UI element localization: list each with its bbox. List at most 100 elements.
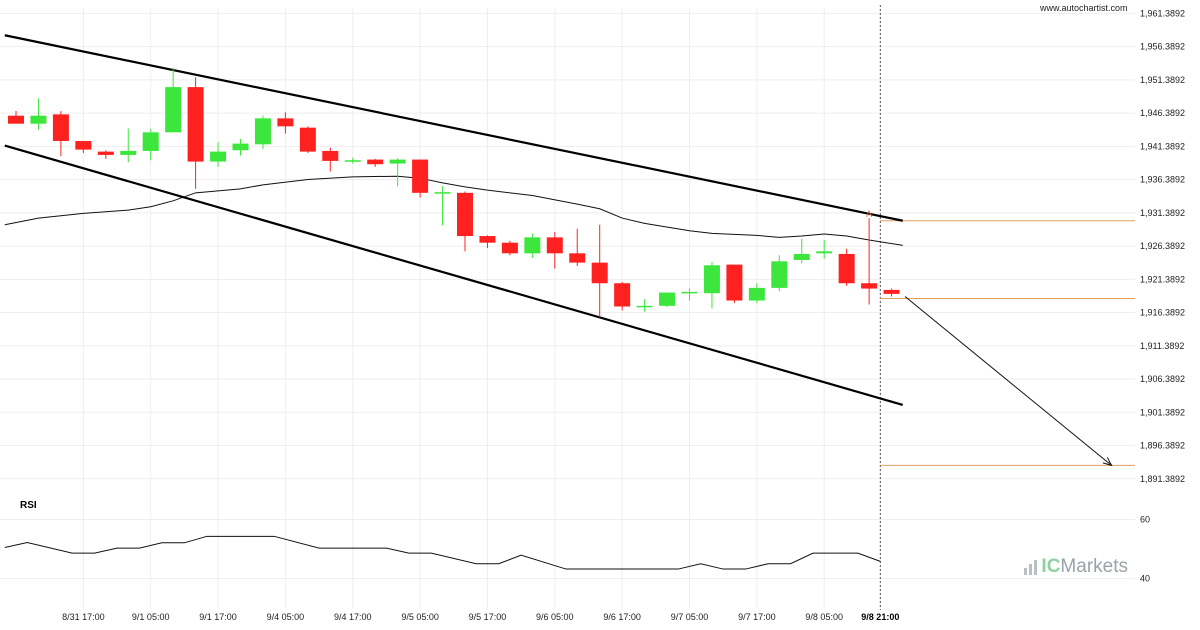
time-tick-label: 9/7 17:00	[738, 612, 776, 622]
price-axis-ticks: 1,961.3892 1,956.3892 1,951.3892 1,946.3892…	[1140, 8, 1185, 483]
candle	[8, 111, 24, 124]
candle-body	[52, 114, 69, 141]
candle	[793, 238, 810, 264]
candle	[883, 288, 900, 297]
candle-body	[322, 150, 339, 161]
candle-body	[97, 151, 114, 155]
rsi-tick-label: 40	[1140, 574, 1150, 584]
candle	[703, 261, 720, 309]
trend-channel	[4, 34, 904, 406]
time-tick-label: 9/5 17:00	[469, 612, 507, 622]
candle	[501, 240, 518, 256]
candle	[299, 126, 316, 153]
price-grid	[0, 8, 1135, 608]
price-tick-label: 1,956.3892	[1140, 42, 1185, 52]
candle-body	[254, 118, 271, 145]
forecast-arrow-shaft	[904, 296, 1112, 466]
pattern-marker-label: A	[866, 209, 872, 219]
candle	[748, 283, 765, 304]
channel-upper-line	[4, 34, 903, 222]
candle	[277, 112, 294, 134]
forecast-arrow	[904, 296, 1113, 467]
price-tick-label: 1,926.3892	[1140, 241, 1185, 251]
candle-body	[883, 289, 900, 294]
price-tick-label: 1,961.3892	[1140, 8, 1185, 18]
price-tick-label: 1,921.3892	[1140, 274, 1185, 284]
candle	[187, 77, 204, 189]
time-tick-label: 9/6 17:00	[603, 612, 641, 622]
time-tick-label: 9/7 05:00	[671, 612, 709, 622]
rsi-path	[4, 535, 881, 570]
candle	[412, 159, 429, 198]
moving-average-path	[4, 175, 903, 246]
time-tick-label: 9/1 17:00	[199, 612, 237, 622]
price-tick-label: 1,946.3892	[1140, 108, 1185, 118]
candle-body	[636, 305, 653, 308]
candle	[726, 264, 743, 304]
candle	[457, 191, 473, 252]
candle	[232, 138, 249, 156]
candle	[165, 67, 182, 133]
candle-body	[389, 159, 406, 164]
candle	[479, 235, 496, 248]
time-tick-label: 9/8 21:00	[861, 612, 899, 622]
time-tick-label: 9/8 05:00	[805, 612, 843, 622]
time-tick-label: 9/4 17:00	[334, 612, 372, 622]
candle-body	[187, 87, 204, 162]
brand-logo: IC Markets	[1024, 556, 1128, 578]
price-tick-label: 1,941.3892	[1140, 141, 1185, 151]
candle-body	[816, 251, 833, 254]
price-tick-label: 1,891.3892	[1140, 474, 1185, 484]
moving-average-line	[4, 175, 903, 246]
candle-body	[142, 132, 159, 151]
candle	[681, 288, 698, 301]
candle-body	[659, 292, 676, 306]
candle	[636, 299, 653, 312]
candle-body	[614, 283, 631, 307]
source-label: www.autochartist.com	[1040, 3, 1128, 13]
candle-body	[479, 236, 496, 243]
rsi-tick-label: 60	[1140, 515, 1150, 525]
candle	[861, 218, 878, 305]
candle	[120, 128, 137, 163]
candle-body	[277, 118, 294, 127]
candle-body	[793, 253, 810, 260]
candle-body	[8, 115, 24, 124]
candle	[838, 248, 855, 286]
candle-body	[434, 192, 451, 194]
candle-body	[591, 262, 608, 284]
candle-body	[838, 253, 855, 284]
time-tick-label: 9/6 05:00	[536, 612, 574, 622]
candle-body	[546, 237, 563, 254]
candle	[659, 292, 676, 308]
brand-markets: Markets	[1060, 556, 1128, 577]
price-tick-label: 1,901.3892	[1140, 407, 1185, 417]
candle-body	[524, 237, 541, 254]
candle-body	[299, 127, 316, 152]
candle	[434, 186, 451, 226]
channel-lower-line	[4, 144, 904, 406]
candle	[591, 224, 608, 318]
price-tick-label: 1,906.3892	[1140, 374, 1185, 384]
price-tick-label: 1,916.3892	[1140, 308, 1185, 318]
candle-body	[412, 159, 429, 193]
candlestick-series: A	[8, 67, 900, 318]
candle-body	[771, 261, 788, 288]
candle	[367, 158, 384, 167]
price-tick-label: 1,911.3892	[1140, 341, 1184, 351]
candle-body	[457, 192, 473, 237]
candle-body	[726, 264, 743, 301]
time-tick-label: 9/4 05:00	[267, 612, 305, 622]
candle	[254, 115, 271, 149]
candle	[75, 140, 92, 153]
candle	[569, 228, 586, 266]
price-levels	[880, 220, 1135, 466]
candle-body	[748, 287, 765, 301]
candle	[546, 232, 563, 269]
candle	[52, 111, 69, 157]
price-tick-label: 1,931.3892	[1140, 208, 1185, 218]
candle	[389, 158, 406, 187]
time-tick-label: 8/31 17:00	[62, 612, 105, 622]
price-tick-label: 1,936.3892	[1140, 175, 1185, 185]
